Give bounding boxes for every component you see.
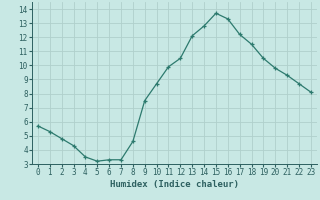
X-axis label: Humidex (Indice chaleur): Humidex (Indice chaleur) xyxy=(110,180,239,189)
